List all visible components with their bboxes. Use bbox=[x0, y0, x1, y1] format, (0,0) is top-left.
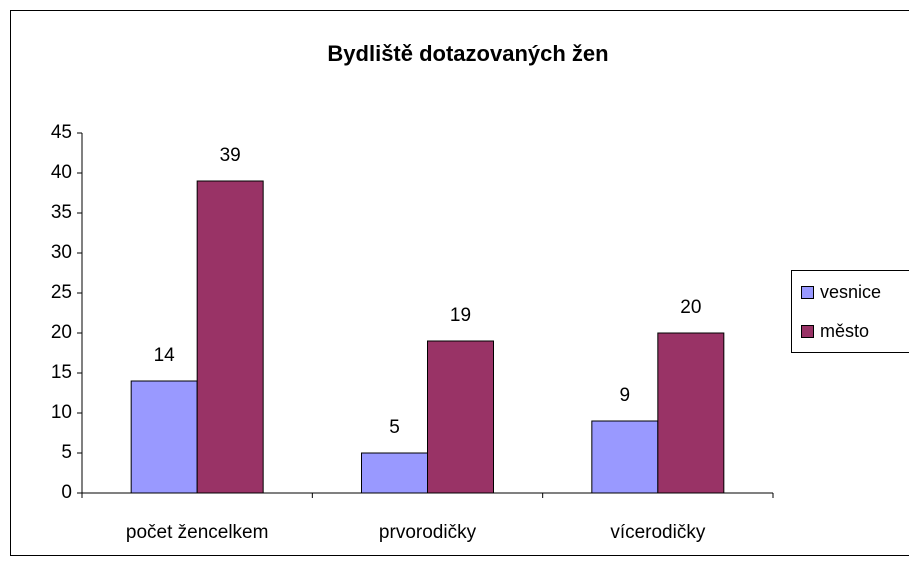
bar bbox=[427, 340, 494, 494]
data-label: 14 bbox=[154, 345, 176, 366]
legend-swatch bbox=[801, 286, 814, 299]
legend-label: vesnice bbox=[820, 282, 881, 302]
bar bbox=[591, 420, 659, 494]
y-tick-label: 25 bbox=[51, 282, 72, 303]
data-label: 9 bbox=[620, 385, 631, 406]
data-label: 19 bbox=[450, 305, 471, 326]
y-tick-label: 20 bbox=[51, 322, 72, 343]
y-tick-label: 15 bbox=[51, 362, 72, 383]
bar bbox=[361, 452, 428, 494]
y-tick-label: 35 bbox=[51, 202, 72, 223]
y-tick-label: 45 bbox=[51, 122, 72, 143]
x-tick-label: prvorodičky bbox=[379, 522, 477, 543]
bar bbox=[196, 180, 264, 494]
y-tick-label: 30 bbox=[51, 242, 72, 263]
y-tick-label: 0 bbox=[61, 482, 72, 503]
y-tick-label: 5 bbox=[61, 442, 72, 463]
chart-title: Bydliště dotazovaných žen bbox=[327, 41, 608, 66]
bar bbox=[130, 380, 198, 494]
legend-swatch bbox=[801, 325, 814, 338]
x-tick-label: počet žencelkem bbox=[126, 522, 269, 543]
y-tick-label: 10 bbox=[51, 402, 72, 423]
data-label: 39 bbox=[220, 145, 241, 166]
y-tick-label: 40 bbox=[51, 162, 72, 183]
data-label: 20 bbox=[680, 297, 701, 318]
bar bbox=[657, 332, 725, 494]
x-tick-label: vícerodičky bbox=[610, 522, 706, 543]
legend-label: město bbox=[820, 321, 869, 341]
legend-box bbox=[791, 270, 909, 353]
data-label: 5 bbox=[389, 417, 400, 438]
